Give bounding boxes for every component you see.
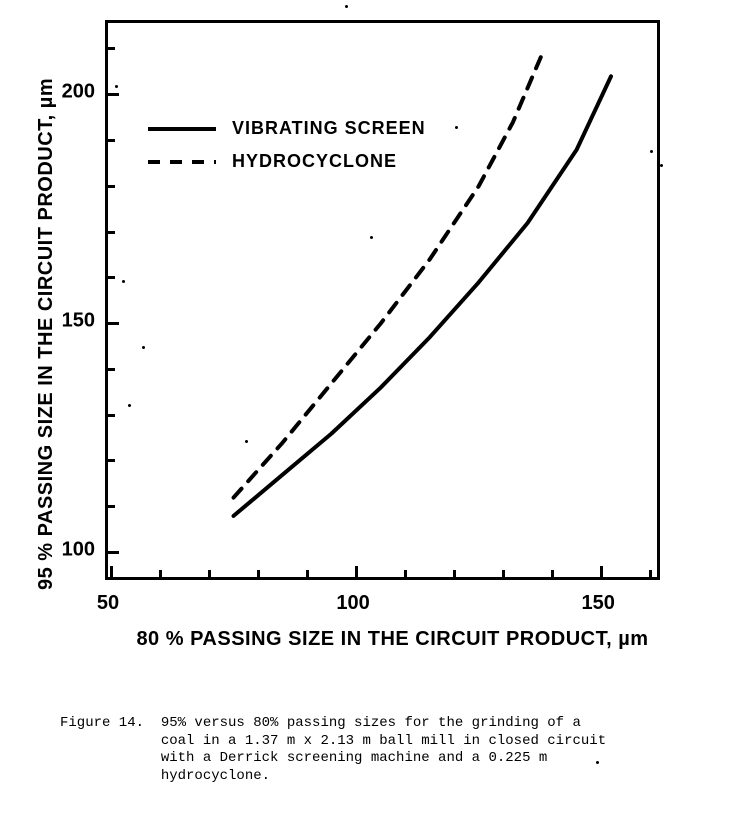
speck [142, 346, 145, 349]
x-tick-minor [208, 570, 211, 580]
x-tick-major [110, 566, 113, 580]
x-tick-major [355, 566, 358, 580]
y-tick-major [105, 551, 119, 554]
y-tick-minor [105, 505, 115, 508]
x-tick-minor [453, 570, 456, 580]
y-axis-label: 95 % PASSING SIZE IN THE CIRCUIT PRODUCT… [35, 78, 58, 590]
speck [245, 440, 248, 443]
y-tick-minor [105, 185, 115, 188]
speck [370, 236, 373, 239]
x-tick-label: 150 [581, 592, 614, 615]
y-tick-minor [105, 368, 115, 371]
x-tick-major [600, 566, 603, 580]
x-tick-label: 100 [336, 592, 369, 615]
x-tick-minor [649, 570, 652, 580]
figure-caption: Figure 14. 95% versus 80% passing sizes … [60, 715, 606, 785]
speck [345, 5, 348, 8]
speck [660, 164, 663, 167]
speck [596, 761, 599, 764]
x-tick-minor [306, 570, 309, 580]
legend-item-hydrocyclone: HYDROCYCLONE [148, 151, 426, 172]
y-tick-label: 100 [55, 538, 95, 561]
chart-plot-area: VIBRATING SCREEN HYDROCYCLONE [105, 20, 660, 580]
y-tick-minor [105, 139, 115, 142]
legend-label-hydrocyclone: HYDROCYCLONE [232, 151, 397, 172]
y-tick-major [105, 322, 119, 325]
x-tick-minor [502, 570, 505, 580]
speck [650, 150, 653, 153]
y-tick-label: 200 [55, 80, 95, 103]
y-tick-minor [105, 459, 115, 462]
speck [128, 404, 131, 407]
y-tick-minor [105, 276, 115, 279]
y-tick-label: 150 [55, 309, 95, 332]
y-tick-major [105, 93, 119, 96]
page: { "canvas": { "width": 744, "height": 83… [0, 0, 744, 835]
speck [455, 126, 458, 129]
x-tick-label: 50 [97, 592, 119, 615]
speck [115, 85, 118, 88]
legend-item-vibrating-screen: VIBRATING SCREEN [148, 118, 426, 139]
chart-svg [108, 23, 663, 583]
legend-label-vibrating-screen: VIBRATING SCREEN [232, 118, 426, 139]
x-tick-minor [257, 570, 260, 580]
y-tick-minor [105, 414, 115, 417]
legend-swatch-solid [148, 127, 216, 131]
x-tick-minor [404, 570, 407, 580]
x-tick-minor [159, 570, 162, 580]
speck [122, 280, 125, 283]
y-tick-minor [105, 231, 115, 234]
y-tick-minor [105, 47, 115, 50]
x-tick-minor [551, 570, 554, 580]
legend: VIBRATING SCREEN HYDROCYCLONE [148, 118, 426, 184]
legend-swatch-dashed [148, 160, 216, 164]
x-axis-label: 80 % PASSING SIZE IN THE CIRCUIT PRODUCT… [85, 628, 700, 651]
